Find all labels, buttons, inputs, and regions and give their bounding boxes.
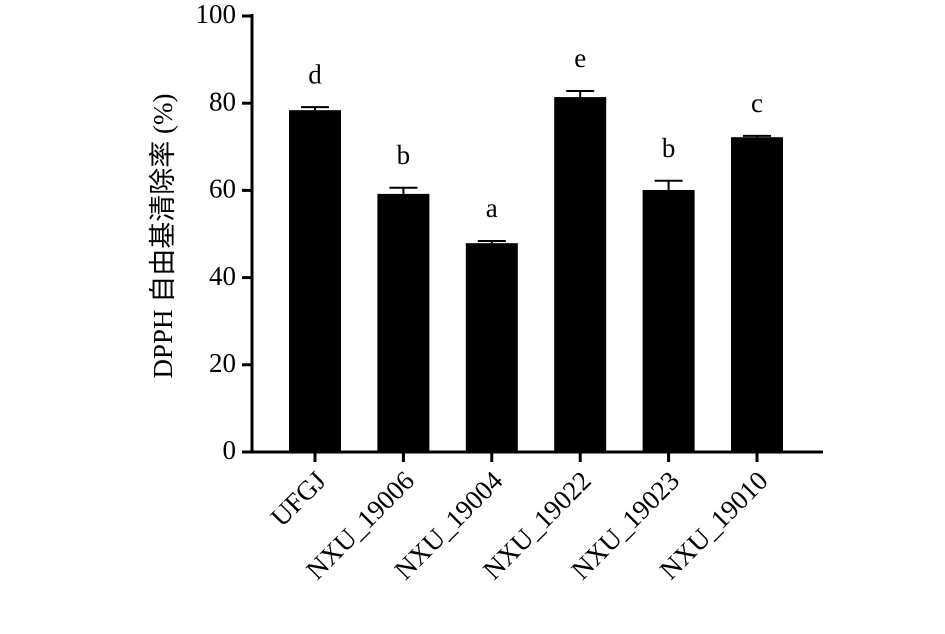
y-tick-label: 60 xyxy=(209,174,236,204)
significance-letter: e xyxy=(574,43,586,73)
y-axis-title: DPPH 自由基清除率 (%) xyxy=(148,93,178,378)
bar xyxy=(289,110,341,453)
y-tick-label: 40 xyxy=(209,261,236,291)
significance-letter: a xyxy=(486,193,498,223)
bar xyxy=(554,97,607,452)
bar xyxy=(377,193,430,452)
bar xyxy=(731,137,783,452)
y-tick-label: 0 xyxy=(223,435,237,465)
y-tick-label: 20 xyxy=(209,348,236,378)
bar xyxy=(642,189,695,453)
significance-letter: b xyxy=(397,140,411,170)
x-tick-label: UFGJ xyxy=(265,465,332,532)
significance-letter: c xyxy=(751,88,763,118)
significance-letter: d xyxy=(308,59,322,89)
y-tick-label: 100 xyxy=(196,0,237,29)
y-tick-label: 80 xyxy=(209,86,236,116)
significance-letter: b xyxy=(662,133,676,163)
bar xyxy=(465,243,518,452)
